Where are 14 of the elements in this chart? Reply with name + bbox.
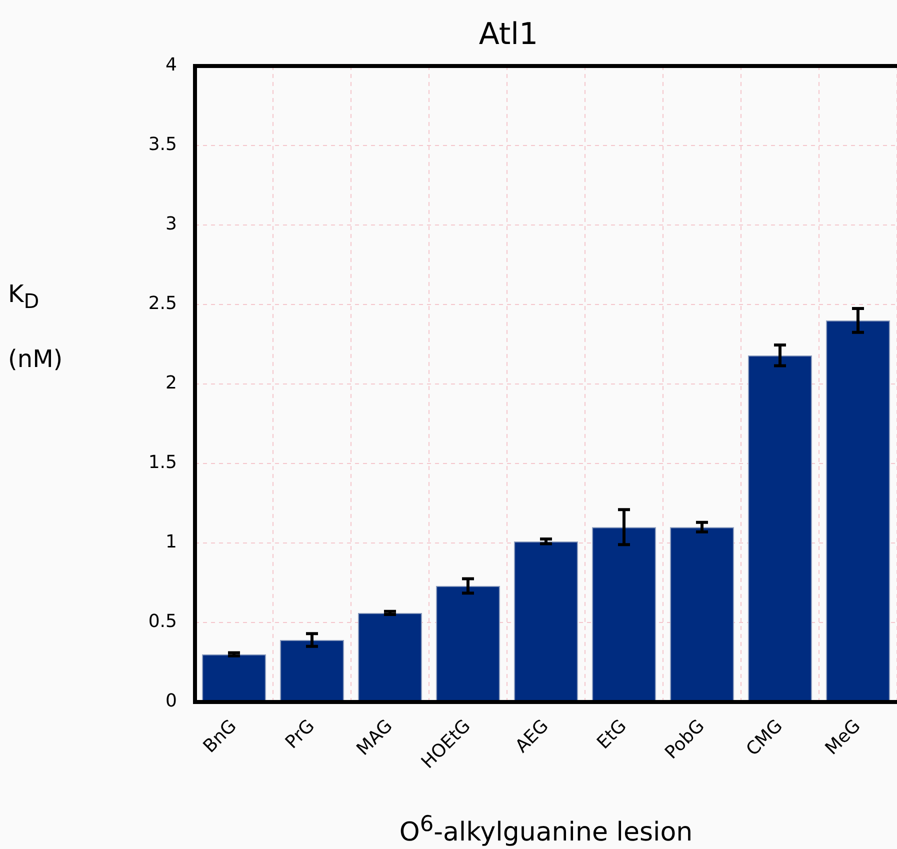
- y-tick-label: 0: [166, 690, 177, 712]
- y-tick-label: 3.5: [148, 134, 177, 156]
- y-tick-label: 0.5: [148, 611, 177, 632]
- x-tick-label: PrG: [281, 716, 319, 754]
- y-tick-label: 2: [166, 372, 177, 394]
- text: K$_{D}$ (nM): [8, 280, 63, 373]
- y-tick-label: 1.5: [148, 452, 177, 474]
- y-tick-label: 3: [166, 214, 177, 235]
- y-tick-label: 4: [166, 54, 177, 76]
- y-tick-label: 1: [166, 532, 177, 553]
- y-tick-label: 2.5: [148, 293, 177, 314]
- chart-title: Atl1: [478, 16, 538, 52]
- x-axis-title: O$^{6}$-alkylguanine lesion: [398, 812, 694, 848]
- x-tick-label: EtG: [593, 716, 631, 754]
